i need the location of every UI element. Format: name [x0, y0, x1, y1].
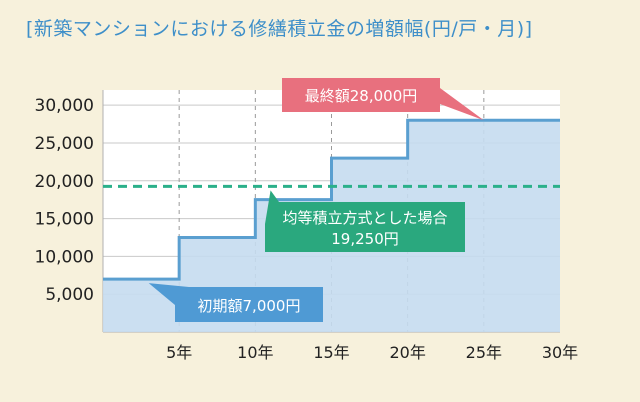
callout-initial-text: 初期額7,000円: [198, 297, 301, 315]
x-tick-label: 15年: [313, 343, 349, 362]
x-tick-label: 20年: [389, 343, 425, 362]
series-step-line: [103, 118, 560, 281]
x-tick-label: 25年: [466, 343, 502, 362]
callout-final-text: 最終額28,000円: [305, 87, 418, 105]
y-tick-label: 5,000: [45, 285, 94, 305]
y-tick-label: 20,000: [35, 172, 94, 192]
y-tick-label: 15,000: [35, 210, 94, 230]
y-tick-label: 10,000: [35, 247, 94, 267]
callout-final-box: [282, 78, 484, 121]
x-tick-label: 10年: [237, 343, 273, 362]
y-tick-label: 30,000: [35, 96, 94, 116]
y-axis-ticks: 5,000 10,000 15,000 20,000 25,000 30,000: [35, 96, 94, 305]
x-tick-label: 5年: [166, 343, 192, 362]
callout-average-line2: 19,250円: [331, 230, 399, 248]
callout-average-box: [265, 190, 465, 252]
y-tick-label: 25,000: [35, 134, 94, 154]
callout-initial-box: [148, 283, 323, 322]
callout-average-line1: 均等積立方式とした場合: [282, 209, 447, 227]
x-axis-ticks: 5年 10年 15年 20年 25年 30年: [166, 343, 578, 362]
chart-title: [新築マンションにおける修繕積立金の増額幅(円/戸・月)]: [26, 18, 533, 40]
x-tick-label: 30年: [542, 343, 578, 362]
